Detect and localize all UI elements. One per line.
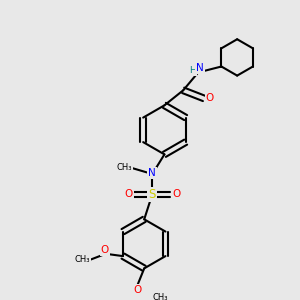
Text: S: S (148, 188, 156, 201)
Text: CH₃: CH₃ (152, 293, 168, 300)
Text: N: N (148, 168, 156, 178)
Text: O: O (172, 189, 180, 199)
Text: CH₃: CH₃ (117, 163, 132, 172)
Text: O: O (101, 245, 109, 255)
Text: O: O (206, 93, 214, 103)
Text: N: N (196, 63, 203, 74)
Text: H: H (190, 67, 196, 76)
Text: CH₃: CH₃ (75, 255, 90, 264)
Text: O: O (134, 285, 142, 295)
Text: O: O (124, 189, 133, 199)
